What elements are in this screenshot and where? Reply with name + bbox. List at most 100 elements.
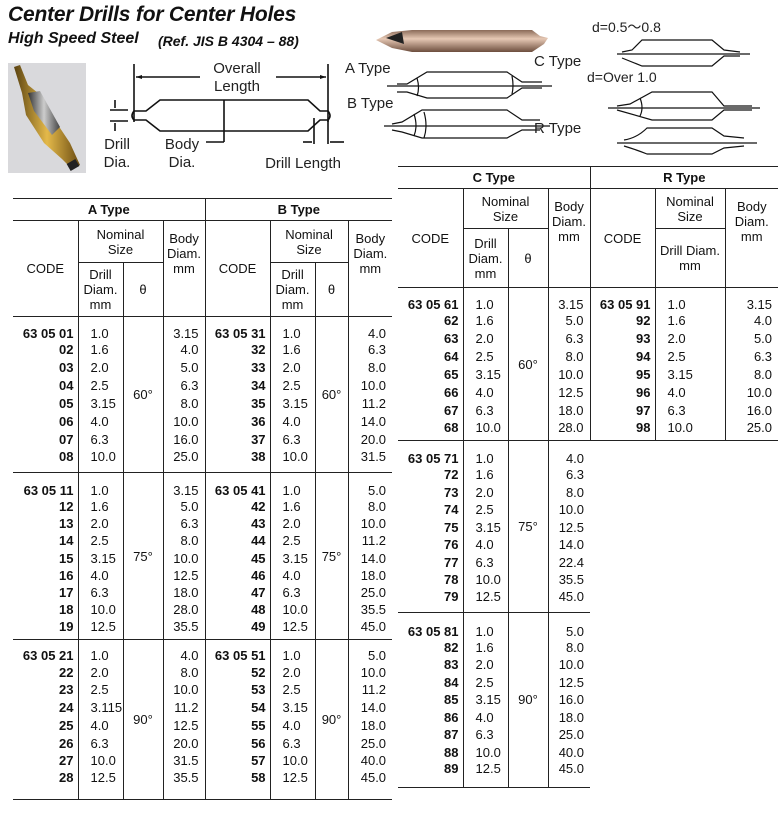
body-diameter — [725, 761, 778, 788]
drill-diameter: 4.0 — [77, 412, 123, 431]
body-diameter — [725, 501, 778, 519]
body-diameter: 10.0 — [162, 549, 206, 567]
body-diameter — [725, 639, 778, 657]
table-row: 65 3.15 10.0 95 3.15 8.0 — [398, 365, 779, 384]
item-code: 56 — [204, 734, 271, 752]
body-diameter: 28.0 — [162, 601, 206, 619]
drill-diameter: 1.0 — [269, 316, 316, 341]
drill-diameter: 3.15 — [462, 691, 508, 709]
item-code: 55 — [204, 716, 271, 735]
row-group: 63 05 01 1.0 60° 3.15 63 05 31 1.0 60° 4.0 02 1.6… — [13, 316, 393, 473]
gold-center-drill-photo — [8, 63, 86, 173]
item-code: 94 — [589, 347, 656, 366]
drill-diameter — [655, 554, 725, 572]
drill-diameter: 2.0 — [269, 663, 316, 682]
body-diameter: 18.0 — [547, 401, 591, 420]
drill-diam-header: Drill Diam. mm — [654, 228, 726, 288]
section-title: A Type — [13, 198, 206, 221]
body-diameter: 10.0 — [547, 656, 591, 674]
point-angle: 75° — [314, 472, 349, 641]
drill-diameter: 6.3 — [462, 726, 508, 744]
drill-diameter: 2.5 — [77, 376, 123, 395]
table-row: 67 6.3 18.0 97 6.3 16.0 — [398, 401, 779, 420]
point-angle: 75° — [507, 440, 548, 613]
item-code: 89 — [398, 761, 463, 788]
drill-diameter — [655, 536, 725, 554]
code-header: CODE — [589, 188, 656, 288]
body-diameter: 20.0 — [162, 734, 206, 752]
item-code: 74 — [444, 502, 459, 518]
c-type-large-drawing — [608, 91, 760, 121]
body-diameter: 25.0 — [724, 419, 779, 441]
item-code: 25 — [59, 717, 74, 733]
body-diameter — [725, 726, 778, 744]
spec-table-c-r: C Type R Type CODE Nominal Size Body Diam. m… — [398, 166, 779, 788]
body-diameter: 10.0 — [162, 681, 206, 699]
item-code: 63 05 71 — [407, 451, 459, 466]
body-diameter: 10.0 — [547, 501, 591, 519]
item-code: 24 — [59, 700, 74, 716]
item-code: 14 — [59, 533, 74, 549]
table-row: 74 2.5 10.0 — [398, 501, 778, 519]
section-title: R Type — [589, 166, 779, 189]
point-angle: 60° — [314, 316, 349, 473]
body-diameter: 45.0 — [347, 769, 393, 800]
body-diameter: 8.0 — [724, 365, 779, 384]
c-type-label: C Type — [534, 53, 582, 70]
body-diameter: 35.5 — [162, 769, 206, 800]
table-row: 63 2.0 6.3 93 2.0 5.0 — [398, 329, 779, 348]
item-code: 45 — [204, 549, 271, 567]
body-diameter: 35.5 — [547, 571, 591, 589]
body-diameter: 6.3 — [162, 515, 206, 533]
body-dia-label: Body Dia. — [164, 136, 200, 171]
body-diameter: 12.5 — [547, 518, 591, 536]
body-diameter: 5.0 — [347, 639, 393, 664]
item-code: 33 — [204, 358, 271, 377]
body-diameter: 25.0 — [162, 448, 206, 473]
item-code: 35 — [204, 394, 271, 413]
body-diameter: 4.0 — [547, 440, 591, 466]
drill-diameter: 12.5 — [77, 769, 123, 800]
drill-diameter — [655, 691, 725, 709]
body-diameter: 18.0 — [547, 708, 591, 726]
drill-diameter: 1.6 — [269, 340, 316, 359]
drill-diameter: 2.0 — [462, 483, 508, 501]
body-diameter — [725, 674, 778, 692]
body-diameter: 6.3 — [162, 376, 206, 395]
drill-diameter — [655, 726, 725, 744]
body-diameter: 8.0 — [347, 497, 393, 515]
drill-diameter: 10.0 — [269, 448, 316, 473]
drill-diameter: 4.0 — [269, 566, 316, 584]
body-diameter: 8.0 — [547, 638, 591, 656]
table-row: 16 4.0 12.5 46 4.0 18.0 — [13, 566, 393, 584]
item-code: 52 — [204, 663, 271, 682]
theta-header: θ — [122, 262, 163, 317]
item-code: 38 — [204, 448, 271, 473]
item-code: 88 — [444, 744, 459, 760]
drill-diameter: 10.0 — [462, 743, 508, 761]
drill-diam-header: Drill Diam. mm — [77, 262, 123, 317]
body-diameter: 10.0 — [547, 365, 591, 384]
body-diam-header: Body Diam. mm — [347, 220, 393, 317]
drill-diameter: 2.5 — [269, 532, 316, 550]
item-code: 63 05 41 — [204, 472, 271, 498]
table-row: 15 3.15 10.0 45 3.15 14.0 — [13, 549, 393, 567]
item-code: 85 — [444, 692, 459, 708]
drill-diameter: 4.0 — [654, 383, 726, 402]
overall-length-label: Overall Length — [213, 60, 261, 95]
drill-diameter: 1.0 — [269, 472, 316, 498]
point-angle: 90° — [122, 639, 163, 800]
body-diam-header: Body Diam. mm — [724, 188, 779, 288]
body-diameter: 10.0 — [347, 663, 393, 682]
table-row: 73 2.0 8.0 — [398, 483, 778, 501]
item-code: 86 — [444, 709, 459, 725]
body-diameter: 3.15 — [162, 316, 206, 341]
drill-diameter: 1.6 — [462, 311, 508, 330]
body-diameter — [725, 656, 778, 674]
table-row: 27 10.0 31.5 57 10.0 40.0 — [13, 751, 393, 770]
drill-diameter: 10.0 — [77, 751, 123, 770]
drill-diameter — [655, 501, 725, 519]
item-code: 84 — [444, 674, 459, 690]
drill-type-drawings — [376, 30, 760, 155]
table-row: 75 3.15 12.5 — [398, 518, 778, 536]
